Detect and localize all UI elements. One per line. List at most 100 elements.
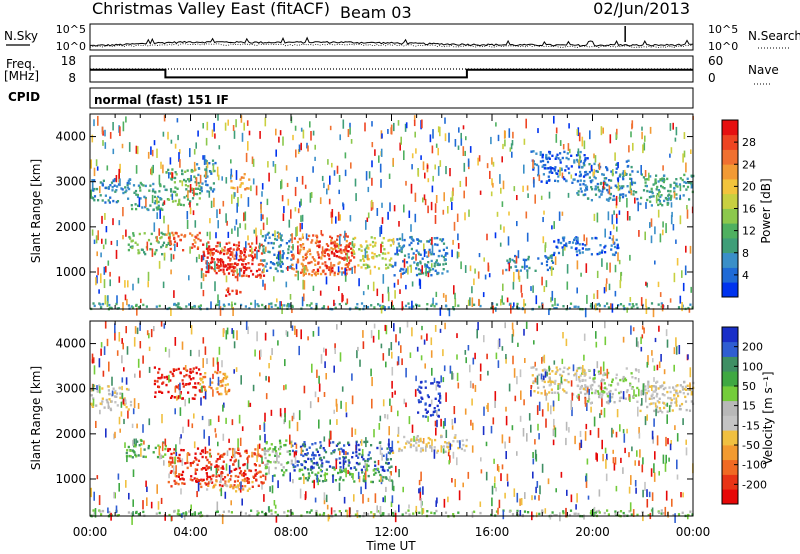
heat-cell (233, 480, 237, 483)
heat-noise-cell (395, 334, 397, 343)
heat-cell (230, 475, 233, 478)
heat-noise-cell (494, 476, 496, 483)
heat-noise-cell (311, 363, 313, 373)
heat-cell (311, 471, 314, 474)
heat-cell (202, 375, 205, 379)
heat-noise-cell (620, 457, 622, 464)
heat-noise-cell (467, 345, 470, 351)
heat-cell (235, 292, 238, 295)
heat-noise-cell (273, 500, 276, 506)
heat-cell (251, 480, 254, 484)
heat-cell (182, 449, 185, 452)
heat-cell (117, 307, 120, 310)
heat-cell (532, 381, 535, 385)
heat-cell (456, 440, 459, 443)
heat-cell (430, 259, 433, 263)
heat-noise-cell (358, 278, 360, 287)
heat-cell (622, 375, 625, 379)
heat-cell (645, 178, 648, 181)
heat-cell (381, 257, 384, 260)
heat-cell (603, 372, 606, 375)
heat-cell (259, 470, 262, 474)
heat-noise-cell (239, 268, 241, 277)
heat-cell (634, 368, 638, 371)
heat-cell (632, 190, 635, 193)
heat-cell (126, 186, 129, 189)
heat-cell (340, 447, 343, 451)
heat-cell (139, 181, 142, 185)
heat-cell (408, 243, 411, 247)
heat-noise-cell (494, 400, 496, 408)
heat-noise-cell (102, 370, 105, 377)
heat-cell (304, 272, 307, 275)
heat-region-0 (90, 178, 132, 204)
heat-cell (674, 184, 678, 187)
heat-cell (666, 177, 669, 181)
heat-noise-cell (323, 492, 326, 501)
heat-noise-cell (171, 193, 174, 200)
heat-noise-cell (317, 477, 319, 486)
heat-noise-cell (158, 260, 161, 269)
heat-cell (604, 386, 607, 389)
heat-cell (211, 381, 214, 384)
heat-cell (679, 384, 682, 387)
heat-cell (170, 470, 173, 473)
heat-cell (419, 272, 422, 275)
heat-noise-cell (469, 265, 472, 272)
heat-cell (626, 389, 629, 392)
heat-cell (574, 237, 577, 240)
heat-cell (316, 251, 319, 254)
heat-noise-cell (559, 167, 561, 176)
heat-cell (262, 249, 265, 253)
heat-noise-cell (519, 415, 522, 422)
heat-cell (247, 262, 250, 265)
heat-noise-cell (381, 202, 383, 208)
heat-noise-cell (415, 254, 417, 261)
heat-noise-cell (622, 429, 625, 434)
heat-cell (360, 266, 363, 269)
heat-cell (160, 245, 163, 249)
heat-noise-cell (140, 447, 142, 457)
heat-cell (333, 468, 336, 471)
heat-noise-cell (364, 470, 367, 480)
heat-cell (222, 453, 225, 456)
heat-noise-cell (271, 348, 273, 356)
heat-cell (209, 261, 212, 264)
heat-cell (613, 245, 617, 249)
heat-cell (218, 514, 221, 517)
heat-cell (600, 380, 603, 383)
heat-cell (436, 381, 439, 384)
heat-cell (310, 274, 313, 277)
heat-cell (440, 435, 443, 439)
heat-noise-cell (159, 452, 161, 460)
heat-cell (401, 272, 404, 275)
heat-cell (330, 270, 333, 274)
heat-cell (207, 466, 211, 469)
heat-cell (168, 237, 171, 241)
heat-noise-cell (510, 143, 513, 150)
heat-noise-cell (427, 205, 429, 214)
heat-noise-cell (411, 281, 414, 287)
heat-cell (296, 464, 299, 467)
heat-noise-cell (484, 274, 487, 280)
heat-cell (177, 235, 180, 238)
heat-cell (143, 448, 146, 451)
heat-cell (196, 203, 199, 206)
heat-noise-cell (548, 365, 550, 372)
heat-cell (342, 478, 345, 482)
heat-noise-cell (105, 266, 107, 273)
heat-cell (110, 181, 114, 184)
heat-noise-cell (615, 131, 618, 139)
heat-cell (681, 178, 684, 182)
heat-cell (237, 244, 240, 247)
heat-cell (188, 453, 191, 456)
heat-cell (196, 447, 200, 450)
heat-cell (615, 171, 618, 174)
heat-cell (555, 245, 558, 248)
heat-noise-cell (301, 233, 304, 239)
heat-noise-cell (225, 330, 228, 340)
heat-noise-cell (204, 346, 207, 355)
heat-cell (258, 464, 261, 467)
heat-cell (563, 378, 566, 382)
heat-cell (330, 452, 333, 455)
